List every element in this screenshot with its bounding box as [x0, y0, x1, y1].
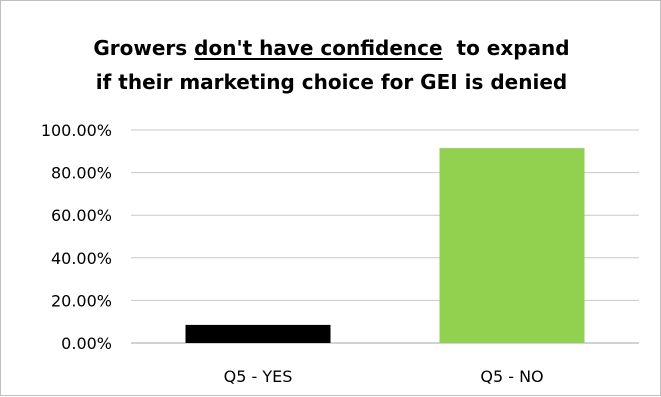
y-tick-label: 60.00%	[51, 206, 112, 225]
title-text-underlined: don't have confidence	[194, 36, 443, 60]
bar-q5-yes	[185, 324, 331, 343]
y-tick-label: 100.00%	[41, 121, 112, 140]
y-tick-label: 20.00%	[51, 291, 112, 310]
title-text-before: Growers	[93, 36, 195, 60]
y-tick-label: 0.00%	[61, 334, 112, 353]
chart-title-line-2: if their marketing choice for GEI is den…	[95, 70, 568, 94]
y-tick-label: 40.00%	[51, 249, 112, 268]
y-tick-label: 80.00%	[51, 164, 112, 183]
x-tick-label: Q5 - NO	[480, 367, 543, 386]
x-tick-label: Q5 - YES	[224, 367, 293, 386]
bar-q5-no	[439, 148, 585, 343]
chart-title-line-1: Growers don't have confidence to expand	[1, 31, 661, 65]
chart-title: Growers don't have confidence to expand …	[1, 31, 661, 99]
title-text-after: to expand	[442, 36, 570, 60]
